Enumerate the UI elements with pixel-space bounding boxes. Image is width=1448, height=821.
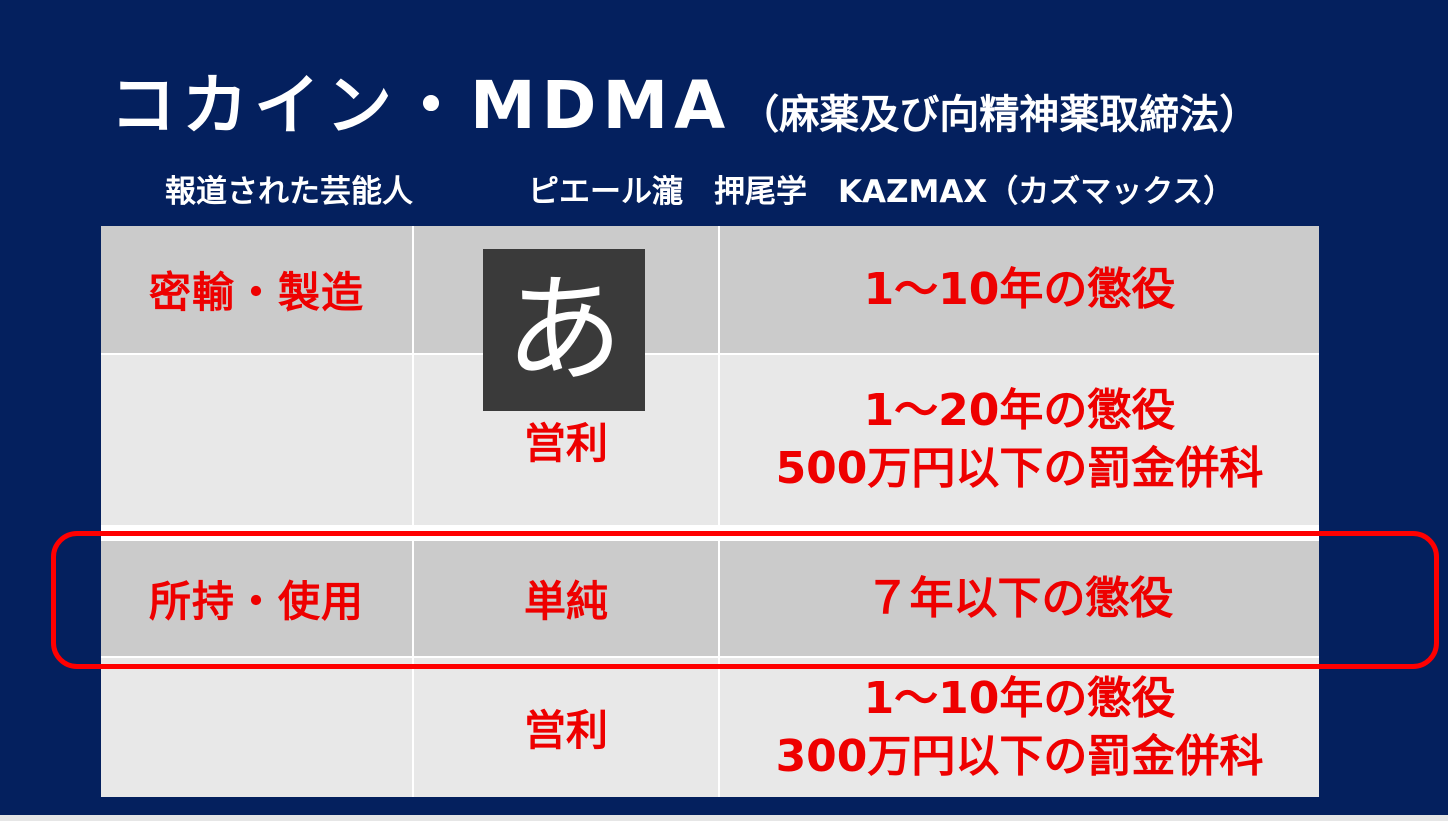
penalty-cell: 1～10年の懲役 300万円以下の罰金併科 <box>720 658 1319 797</box>
table-row: 所持・使用 単純 ７年以下の懲役 <box>101 541 1319 656</box>
penalty-table: 密輸・製造 単純 1～10年の懲役 営利 1～20年の懲役 500万円以下の罰金… <box>101 226 1319 797</box>
celebrities-label: 報道された芸能人 <box>165 174 413 210</box>
table-row: 営利 1～10年の懲役 300万円以下の罰金併科 <box>101 658 1319 797</box>
bottom-strip <box>0 815 1448 821</box>
act-cell <box>101 658 412 797</box>
title-sub: （麻薬及び向精神薬取締法） <box>739 92 1260 138</box>
title-main: コカイン・MDMA <box>110 67 732 144</box>
celebrities-names: ピエール瀧 押尾学 KAZMAX（カズマックス） <box>528 174 1235 210</box>
penalty-line: 300万円以下の罰金併科 <box>775 730 1264 782</box>
page-title: コカイン・MDMA （麻薬及び向精神薬取締法） <box>110 52 1259 148</box>
table-row: 密輸・製造 単純 1～10年の懲役 <box>101 226 1319 353</box>
table-row: 営利 1～20年の懲役 500万円以下の罰金併科 <box>101 355 1319 525</box>
kind-cell: 営利 <box>414 658 718 797</box>
act-cell: 所持・使用 <box>101 541 412 656</box>
penalty-line: 500万円以下の罰金併科 <box>775 443 1264 494</box>
penalty-line: ７年以下の懲役 <box>865 572 1174 624</box>
penalty-line: 1～20年の懲役 <box>863 385 1176 436</box>
act-cell <box>101 355 412 525</box>
penalty-cell: ７年以下の懲役 <box>720 541 1319 656</box>
penalty-cell: 1～20年の懲役 500万円以下の罰金併科 <box>720 355 1319 525</box>
penalty-line: 1～10年の懲役 <box>863 263 1176 315</box>
kind-cell: 単純 <box>414 541 718 656</box>
kind-cell: 営利 <box>414 355 718 525</box>
act-cell: 密輸・製造 <box>101 226 412 353</box>
ime-mode-indicator: あ <box>483 249 645 411</box>
penalty-line: 1～10年の懲役 <box>863 672 1176 724</box>
penalty-cell: 1～10年の懲役 <box>720 226 1319 353</box>
